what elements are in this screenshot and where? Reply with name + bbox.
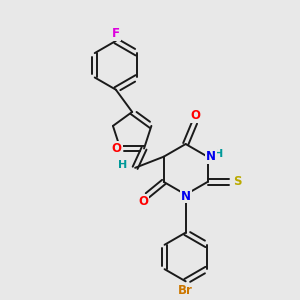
Text: S: S	[234, 176, 242, 188]
Text: O: O	[138, 195, 148, 208]
Text: Br: Br	[178, 284, 193, 297]
Text: N: N	[206, 150, 216, 163]
Text: O: O	[112, 142, 122, 155]
Text: F: F	[112, 27, 120, 40]
Text: O: O	[190, 109, 200, 122]
Text: H: H	[118, 160, 127, 170]
Text: H: H	[214, 149, 224, 159]
Text: N: N	[181, 190, 191, 202]
